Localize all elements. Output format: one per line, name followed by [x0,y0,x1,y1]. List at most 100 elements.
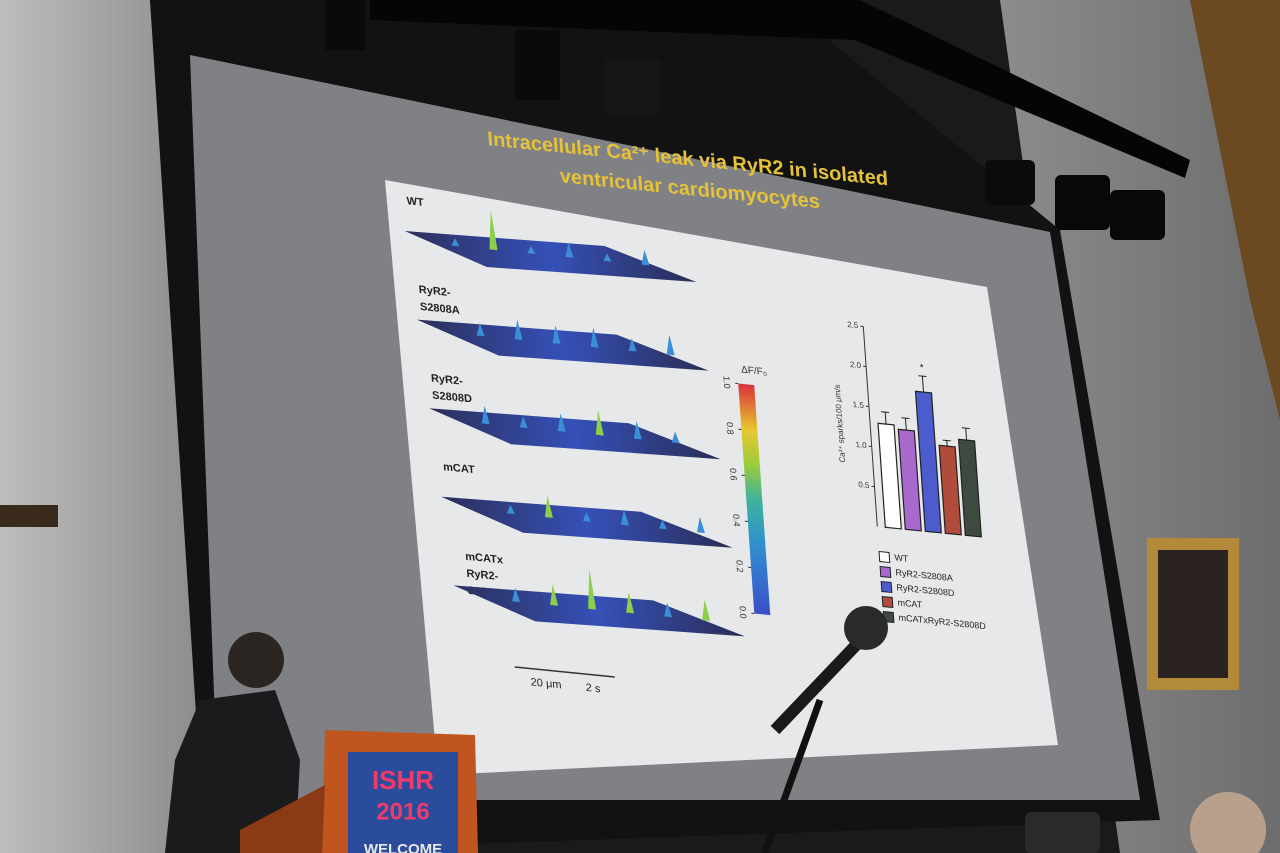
error-cap [881,411,890,414]
portrait [1158,550,1228,678]
spotlight [985,160,1035,205]
spark-peak [702,599,711,622]
colorbar-tick-label: 0.6 [728,468,739,481]
colorbar-tick-label: 0.4 [731,514,742,527]
colorbar-tick-label: 0.8 [725,422,736,435]
colorbar [738,383,771,616]
spark-peak [633,421,642,440]
spark-peak [595,410,604,436]
colorbar-tick-label: 0.2 [734,560,745,573]
lighting-truss [370,0,1190,178]
left-wall [0,0,210,853]
scale-label: 2 s [585,682,601,695]
spark-peak [481,405,490,425]
spark-peak [451,238,460,247]
legend-label: WT [894,552,909,563]
spark-peak [512,587,521,603]
spark-peak [519,416,528,429]
spark-peak [671,431,680,444]
spark-peak [696,516,705,534]
spark-peak [603,253,612,262]
scale-bar [514,666,615,678]
spark-peak [666,334,675,356]
panel-label: WT [406,195,424,209]
seat [1025,812,1100,853]
spotlight [1055,175,1110,230]
spark-surface [404,231,697,283]
panel-label: mCATx [465,551,504,567]
error-cap [961,427,970,430]
podium-logo: ISHR [372,765,434,795]
spark-peak [641,250,650,266]
y-tick-label: 1.0 [855,440,867,450]
spark-peak [620,509,629,526]
speaker-body [165,690,300,853]
panel-label: RyR2- [431,373,464,388]
panel-label: RyR2- [418,284,451,299]
podium-logo-panel [348,752,458,853]
spark-surface [416,319,709,371]
legend-swatch [881,595,894,609]
panel-label: S2808D [432,390,473,406]
spark-peak [527,245,536,255]
spark-peak [626,592,635,614]
error-cap [918,375,927,378]
colorbar-tick-label: 0.0 [737,606,748,619]
y-tick-label: 1.5 [852,400,864,410]
spark-surface [441,496,733,548]
spark-peak [476,322,485,337]
spark-surface [453,585,745,637]
spark-peak [664,602,673,618]
spotlight [605,60,660,115]
significance-mark: * [920,363,925,374]
y-tick-label: 2.0 [850,360,862,370]
error-cap [901,417,910,420]
y-axis [862,326,878,527]
spark-peak [506,504,515,515]
podium-logo-year: 2016 [376,798,429,825]
error-bar [921,376,925,393]
legend-swatch [878,550,891,564]
speaker-head [228,632,284,688]
y-tick-label: 2.5 [847,320,859,330]
legend-swatch [880,580,893,594]
spark-peak [628,338,637,352]
wall-bracket [0,505,58,527]
mic-stand [761,698,824,853]
panel-label: S2808A [420,301,461,317]
podium-side [240,785,325,853]
spark-peak [590,327,599,348]
spark-peak [565,242,574,258]
spark-peak [514,319,523,341]
podium-banner: WELCOME [364,841,442,853]
spark-peak [489,209,498,251]
spark-peak [582,512,591,522]
legend-label: mCAT [897,597,923,609]
spotlight [1110,190,1165,240]
spark-peak [658,519,667,530]
error-bar [904,418,907,431]
spark-peak [544,495,553,518]
spark-peak [588,569,597,610]
mic-head [844,606,888,650]
legend-swatch [879,565,892,579]
error-cap [942,439,951,442]
panel-label: mCAT [443,461,476,476]
spark-peak [557,413,566,432]
colorbar-tick-label: 1.0 [721,376,732,389]
error-bar [965,428,968,441]
spotlight [325,0,365,50]
spark-peak [552,325,561,344]
slide-content [385,180,1058,775]
panel-label: RyR2- [466,568,499,583]
wood-panel [1190,0,1280,420]
y-tick-label: 0.5 [858,480,870,490]
error-bar [884,412,887,425]
spark-surface [429,408,721,460]
spotlight [515,30,560,100]
audience-head [1190,792,1266,853]
scale-label: 20 μm [530,676,562,691]
spark-peak [550,584,559,606]
colorbar-label: ΔF/F₀ [741,365,768,379]
